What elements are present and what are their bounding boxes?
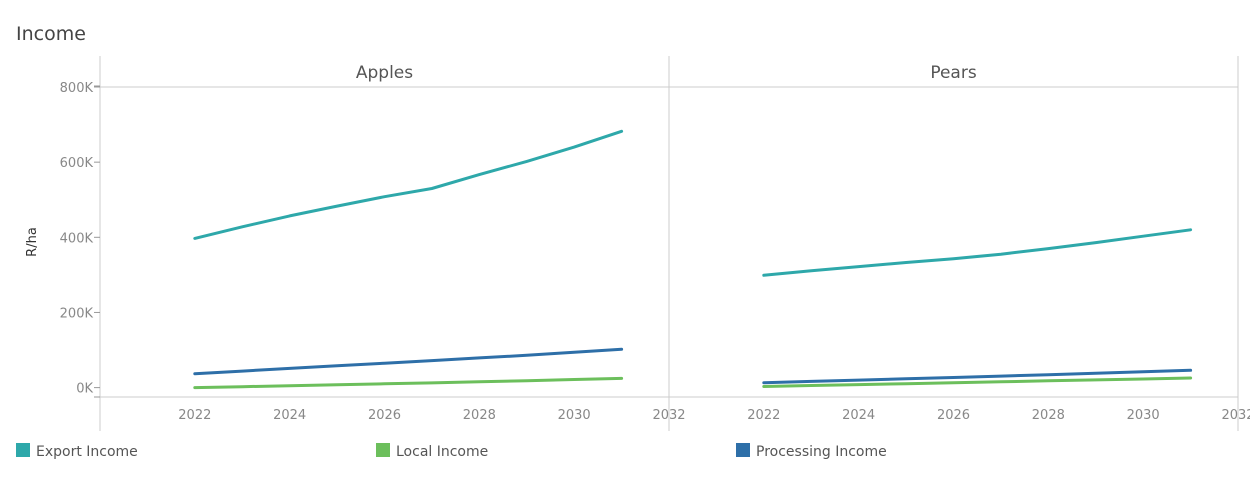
legend-swatch-local-income [376, 443, 390, 457]
series-line-export-income-pears [762, 228, 1193, 277]
y-axis-label: R/ha [25, 227, 40, 257]
chart-title: Income [16, 23, 86, 45]
x-tick-label: 2024 [273, 408, 306, 423]
panel-title-apples: Apples [356, 63, 413, 83]
legend-label-export-income: Export Income [36, 444, 138, 460]
x-tick-label: 2022 [178, 408, 211, 423]
y-tick-label: 0K [76, 382, 93, 397]
x-tick-label: 2024 [842, 408, 875, 423]
series-line-processing-income-apples [193, 347, 624, 376]
series-line-local-income-pears [762, 376, 1193, 388]
x-tick-label: 2032 [1221, 408, 1250, 423]
series-line-export-income-apples [193, 129, 624, 240]
series-line-local-income-apples [193, 376, 624, 390]
series-line-processing-income-pears [762, 368, 1193, 385]
x-tick-label: 2028 [1032, 408, 1065, 423]
y-tick-label: 200K [60, 306, 94, 321]
legend-swatch-export-income [16, 443, 30, 457]
x-tick-label: 2022 [747, 408, 780, 423]
legend-label-processing-income: Processing Income [756, 444, 887, 460]
panel-title-pears: Pears [930, 63, 977, 83]
x-tick-label: 2030 [1127, 408, 1160, 423]
x-tick-label: 2028 [463, 408, 496, 423]
x-tick-label: 2030 [558, 408, 591, 423]
y-tick-label: 400K [60, 231, 94, 246]
y-tick-label: 600K [60, 156, 94, 171]
x-tick-label: 2032 [652, 408, 685, 423]
legend-swatch-processing-income [736, 443, 750, 457]
y-tick-label: 800K [60, 81, 94, 96]
x-tick-label: 2026 [368, 408, 401, 423]
legend-label-local-income: Local Income [396, 444, 488, 460]
x-tick-label: 2026 [937, 408, 970, 423]
